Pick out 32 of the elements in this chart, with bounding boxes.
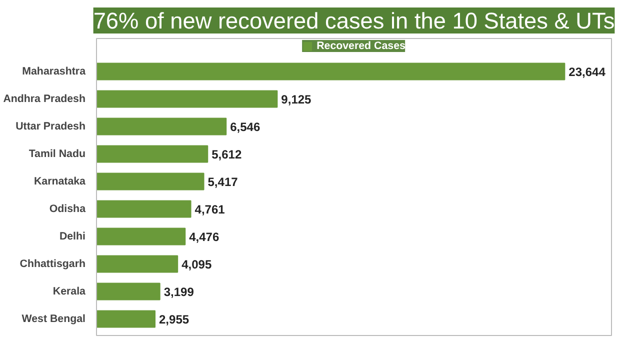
bar: [96, 172, 204, 190]
data-label: 23,644: [568, 65, 606, 79]
data-label: 6,546: [230, 120, 260, 134]
bar: [96, 62, 566, 80]
y-tick-label: Kerala: [52, 286, 86, 298]
bar: [96, 145, 208, 163]
y-tick-label: West Bengal: [22, 313, 86, 325]
bar: [96, 255, 178, 273]
y-tick-label: Maharashtra: [22, 66, 86, 78]
legend-label: Recovered Cases: [316, 40, 406, 52]
y-tick-label: Karnataka: [34, 176, 86, 188]
data-label: 3,199: [164, 285, 194, 299]
y-tick-label: Chhattisgarh: [20, 258, 86, 270]
bar: [96, 228, 186, 246]
data-label: 4,476: [189, 230, 220, 244]
data-label: 5,417: [208, 175, 238, 189]
bar: [96, 200, 192, 218]
data-label: 2,955: [159, 312, 190, 326]
bar: [96, 90, 278, 108]
y-tick-label: Tamil Nadu: [28, 148, 86, 160]
y-tick-label: Odisha: [49, 203, 86, 215]
data-label: 9,125: [281, 92, 312, 106]
y-tick-label: Andhra Pradesh: [3, 93, 86, 105]
y-tick-label: Delhi: [59, 230, 86, 242]
data-label: 4,095: [182, 258, 212, 272]
y-tick-label: Uttar Pradesh: [16, 120, 86, 132]
bar: [96, 310, 156, 328]
chart-title: 76% of new recovered cases in the 10 States & UTs: [93, 8, 615, 34]
bar: [96, 118, 227, 136]
data-label: 4,761: [194, 202, 226, 216]
data-label: 5,612: [212, 148, 242, 162]
bar: [96, 282, 160, 300]
